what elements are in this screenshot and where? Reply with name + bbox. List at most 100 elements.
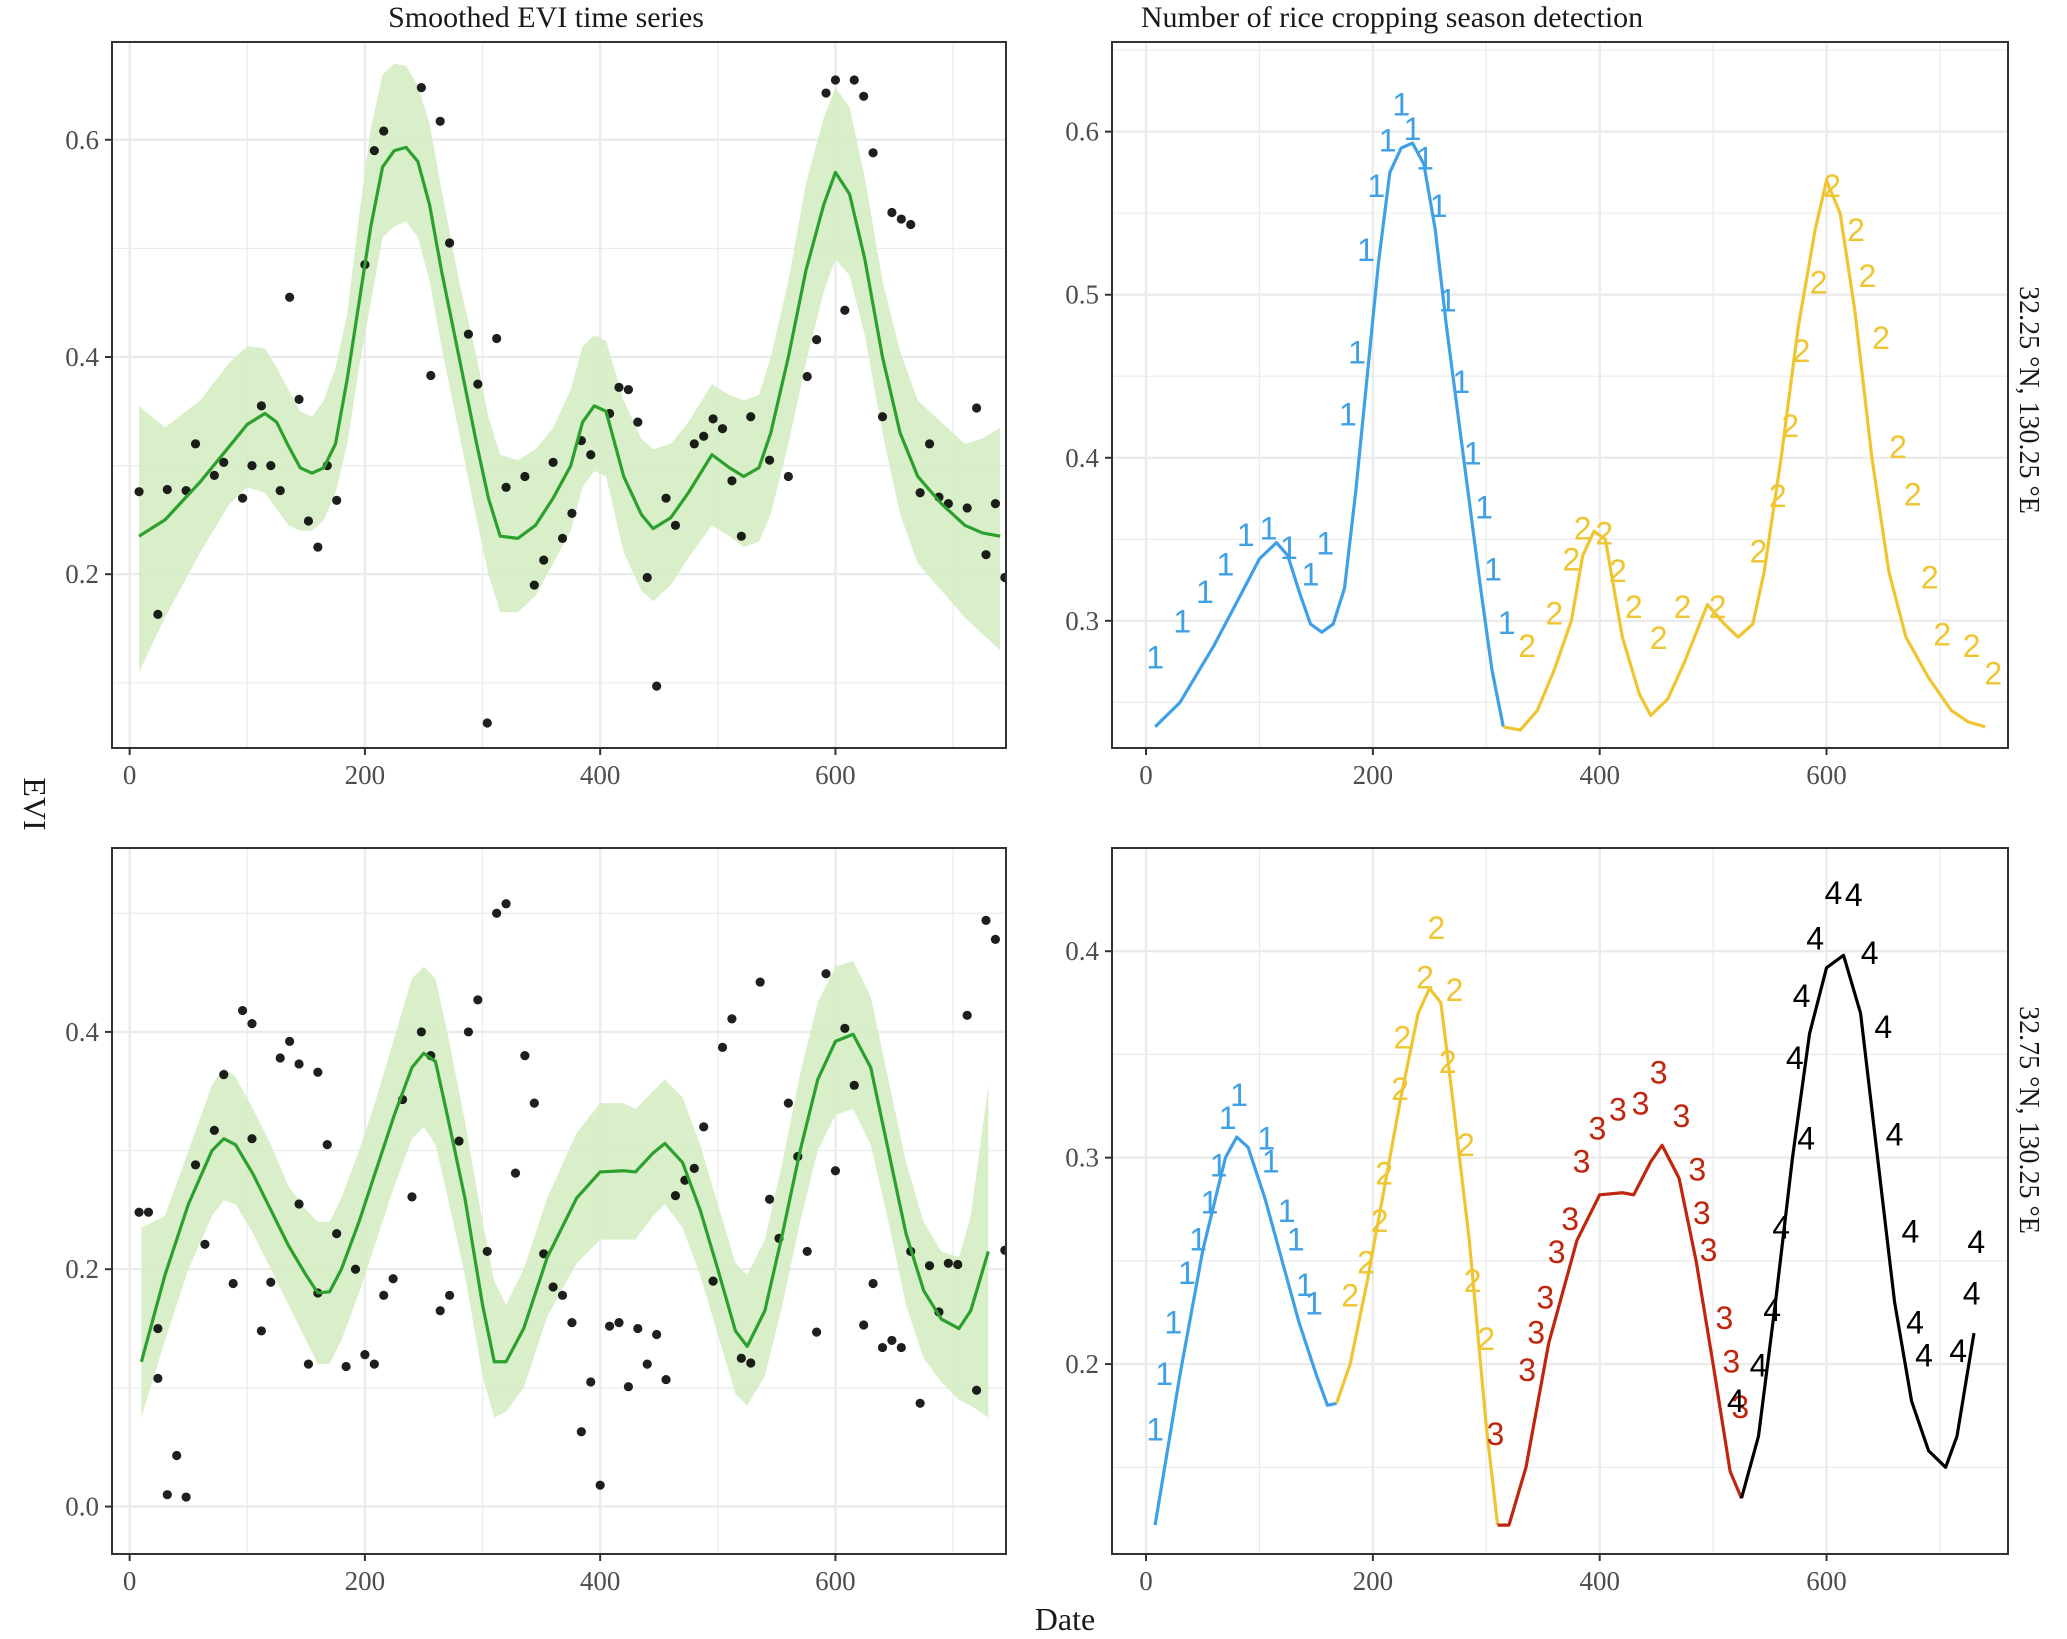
bottom-left-data-point — [859, 1320, 869, 1330]
bottom-left-data-point — [642, 1359, 652, 1369]
top-right-season-1-label: 1 — [1430, 188, 1448, 224]
top-right-x-tick-label: 400 — [1579, 760, 1620, 790]
bottom-left-data-point — [275, 1053, 285, 1063]
bottom-right-y-tick-label: 0.2 — [1065, 1349, 1099, 1379]
top-left-data-point — [190, 439, 201, 449]
top-right-season-1-label: 1 — [1280, 530, 1298, 566]
top-left-data-point — [764, 455, 775, 465]
bottom-left-data-point — [153, 1373, 163, 1383]
top-right-season-2-label: 2 — [1904, 476, 1922, 512]
top-left-x-tick-label: 600 — [815, 760, 856, 790]
top-right-season-1-label: 1 — [1302, 556, 1320, 592]
bottom-right-season-2-label: 2 — [1457, 1127, 1475, 1163]
bottom-left-data-point — [454, 1136, 464, 1146]
top-right-season-1-label: 1 — [1439, 282, 1457, 318]
bottom-right-season-1-label: 1 — [1164, 1304, 1182, 1340]
bottom-left-data-point — [764, 1194, 775, 1204]
bottom-left-data-point — [614, 1318, 624, 1328]
top-right-season-1-label: 1 — [1146, 639, 1164, 675]
bottom-left-data-point — [510, 1168, 521, 1178]
top-right-season-1-label: 1 — [1316, 525, 1334, 561]
bottom-left-data-point — [266, 1277, 276, 1287]
bottom-right-x-tick-label: 600 — [1806, 1566, 1847, 1596]
bottom-right-season-4-label: 4 — [1824, 875, 1842, 911]
top-left-data-point — [285, 292, 295, 302]
bottom-left-data-point — [557, 1290, 568, 1300]
top-left-data-point — [802, 371, 812, 382]
bottom-left-panel: 0 200 400 600 0.0 0.2 0.4 — [65, 847, 1103, 1596]
bottom-left-data-point — [445, 1290, 455, 1300]
top-left-data-point — [699, 431, 709, 441]
bottom-left-data-point — [755, 977, 765, 987]
bottom-left-data-point — [821, 969, 831, 979]
bottom-right-season-4-label: 4 — [1906, 1304, 1924, 1340]
bottom-right-y-tick-label: 0.4 — [1065, 936, 1099, 966]
bottom-left-data-point — [162, 1490, 172, 1500]
bottom-left-data-point — [529, 1098, 539, 1108]
bottom-right-season-1-label: 1 — [1155, 1356, 1173, 1392]
bottom-left-data-point — [1094, 884, 1103, 893]
bottom-right-season-2-label: 2 — [1371, 1203, 1389, 1239]
bottom-right-season-2-label: 2 — [1375, 1156, 1393, 1192]
bottom-left-data-point — [379, 1290, 389, 1300]
top-left-data-point — [586, 450, 596, 460]
bottom-left-data-point — [200, 1239, 210, 1249]
bottom-right-season-3-label: 3 — [1722, 1344, 1740, 1380]
bottom-left-data-point — [190, 1160, 201, 1170]
bottom-left-data-point — [369, 1359, 379, 1369]
top-left-data-point — [369, 146, 379, 156]
bottom-right-season-3-label: 3 — [1609, 1092, 1627, 1128]
bottom-left-data-point — [1028, 877, 1037, 886]
top-right-x-tick-label: 200 — [1353, 760, 1394, 790]
bottom-left-data-point — [548, 1282, 558, 1292]
top-left-data-point — [463, 329, 474, 339]
top-right-season-2-label: 2 — [1823, 168, 1841, 204]
top-left-data-point — [275, 485, 285, 496]
bottom-left-data-point — [699, 1122, 709, 1132]
top-left-data-point — [859, 91, 869, 101]
top-right-season-2-label: 2 — [1769, 478, 1787, 514]
bottom-right-season-3-label: 3 — [1548, 1234, 1566, 1270]
bottom-left-data-point — [332, 1229, 342, 1239]
bottom-right-season-4-label: 4 — [1949, 1333, 1967, 1369]
top-right-x-tick-label: 0 — [1139, 760, 1153, 790]
top-left-data-point — [256, 401, 266, 411]
top-left-data-point — [915, 488, 925, 498]
bottom-left-plot-area — [134, 877, 1103, 1502]
bottom-left-data-point — [849, 1080, 859, 1090]
bottom-left-data-point — [670, 1191, 681, 1201]
top-right-season-1-label: 1 — [1392, 87, 1410, 123]
bottom-left-data-point — [407, 1192, 417, 1202]
top-right-season-2-label: 2 — [1609, 553, 1627, 589]
bottom-left-data-point — [924, 1261, 935, 1271]
bottom-right-season-3-label: 3 — [1693, 1195, 1711, 1231]
top-left-data-point — [614, 382, 624, 392]
bottom-left-data-point — [228, 1278, 238, 1289]
top-right-season-2-label: 2 — [1674, 589, 1692, 625]
bottom-right-season-2-label: 2 — [1477, 1321, 1495, 1357]
bottom-right-season-4-label: 4 — [1915, 1337, 1933, 1373]
bottom-left-data-point — [971, 1385, 982, 1395]
top-right-border — [1111, 41, 2009, 749]
top-right-x-tick-label: 600 — [1806, 760, 1847, 790]
top-left-data-point — [623, 384, 634, 395]
bottom-left-data-point — [802, 1246, 812, 1257]
bottom-right-season-4-label: 4 — [1797, 1121, 1815, 1157]
bottom-right-season-4-label: 4 — [1763, 1292, 1781, 1328]
top-left-data-point — [652, 681, 662, 691]
bottom-left-x-tick-label: 200 — [345, 1566, 386, 1596]
top-right-season-2-line — [1502, 178, 1986, 732]
top-right-season-1-label: 1 — [1339, 396, 1357, 432]
bottom-left-data-point — [962, 1010, 972, 1020]
bottom-right-season-3-label: 3 — [1700, 1232, 1718, 1268]
top-left-data-point — [736, 531, 746, 541]
top-left-data-point — [642, 572, 652, 583]
top-left-data-point — [416, 83, 426, 93]
top-left-x-tick-label: 200 — [345, 760, 386, 790]
bottom-right-season-3-label: 3 — [1573, 1143, 1591, 1179]
bottom-left-data-point — [1000, 1245, 1006, 1255]
top-left-data-point — [209, 470, 219, 480]
top-right-season-1-label: 1 — [1173, 604, 1191, 640]
bottom-right-y-tick-label: 0.3 — [1065, 1143, 1099, 1173]
